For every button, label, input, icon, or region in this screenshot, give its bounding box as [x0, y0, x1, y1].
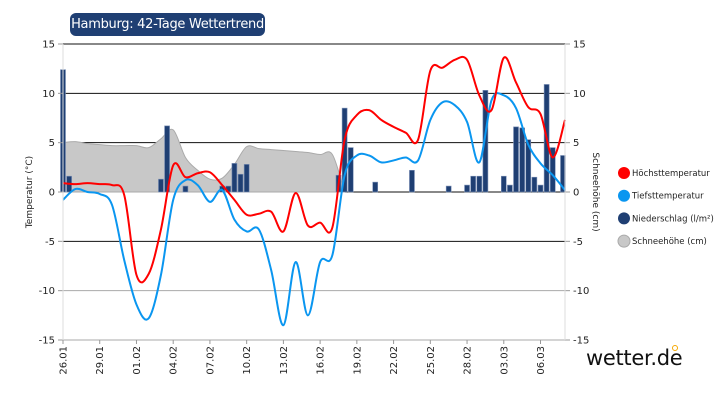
x-tick-label: 28.02: [463, 346, 474, 375]
precipitation-bar: [409, 169, 415, 193]
precipitation-bar: [500, 175, 507, 193]
precipitation-bar: [513, 126, 519, 193]
x-tick-label: 07.02: [205, 346, 216, 375]
right-tick-label: 10: [573, 89, 586, 100]
left-tick-label: -15: [39, 336, 55, 347]
left-tick-label: -10: [39, 286, 55, 297]
left-axis-title: Temperatur (°C): [25, 156, 35, 229]
axes: 15 15 10 10 5 5 0 0 -5 -5 -10 -10 -15 -15 26.01 29.01 01…: [39, 40, 590, 375]
precipitation-bar: [347, 147, 354, 193]
x-tick-label: 04.02: [169, 346, 180, 375]
wetter-de-logo: wetter.de: [586, 346, 683, 370]
right-tick-label: -15: [573, 336, 589, 347]
precipitation-bar: [372, 181, 379, 193]
precipitation-bar: [182, 185, 189, 193]
legend-marker-icon: [618, 167, 630, 179]
high-temperature-line: [62, 55, 566, 284]
precipitation-bar: [482, 90, 489, 193]
x-tick-label: 26.01: [59, 346, 70, 375]
precipitation-bar: [531, 176, 538, 193]
legend-marker-icon: [618, 189, 630, 202]
snow-area: [62, 128, 346, 193]
x-tick-label: 22.02: [389, 346, 400, 375]
precipitation-bar: [549, 147, 556, 193]
temperature-lines: [62, 55, 566, 327]
left-tick-label: 5: [49, 138, 55, 149]
x-tick-label: 13.02: [279, 346, 290, 375]
legend-marker-icon: [617, 234, 631, 248]
x-tick-label: 10.02: [242, 346, 253, 375]
legend-label: Schneehöhe (cm): [632, 237, 707, 247]
legend-label: Höchsttemperatur: [632, 169, 710, 179]
left-tick-label: 10: [42, 89, 55, 100]
precipitation-bar: [476, 175, 483, 193]
right-tick-label: -5: [573, 237, 583, 248]
x-tick-label: 01.02: [132, 346, 143, 375]
snow-depth-area: [62, 128, 346, 193]
precipitation-bar: [470, 175, 476, 193]
logo-sun-icon: [672, 345, 678, 351]
x-tick-label: 29.01: [95, 346, 106, 375]
legend-label: Niederschlag (l/m²): [632, 214, 714, 224]
x-tick-label: 06.03: [536, 346, 547, 375]
legend-label: Tiefsttemperatur: [631, 192, 704, 202]
x-tick-label: 25.02: [426, 346, 437, 375]
low-temperature-line: [62, 92, 566, 327]
precipitation-bar: [464, 184, 470, 193]
legend: Höchsttemperatur Tiefsttemperatur Niedersc…: [617, 167, 714, 248]
left-tick-label: 15: [42, 40, 55, 51]
precipitation-bar: [243, 164, 250, 193]
left-tick-label: -5: [45, 237, 55, 248]
precipitation-bar: [237, 173, 244, 193]
legend-marker-icon: [618, 212, 630, 225]
right-axis-title: Schneehöhe (cm): [590, 152, 600, 231]
precipitation-bar: [519, 127, 525, 193]
x-tick-label: 19.02: [352, 346, 363, 375]
right-tick-label: 5: [573, 138, 579, 149]
precipitation-bar: [537, 184, 544, 193]
right-tick-label: -10: [573, 286, 589, 297]
right-tick-label: 15: [573, 40, 586, 51]
x-tick-label: 16.02: [316, 346, 327, 375]
precipitation-bar: [525, 139, 532, 193]
chart-title: Hamburg: 42-Tage Wettertrend: [70, 13, 265, 36]
precipitation-bar: [507, 184, 513, 193]
precipitation-bar: [231, 163, 238, 193]
precipitation-bar: [445, 185, 452, 193]
right-tick-label: 0: [573, 188, 579, 199]
x-tick-label: 03.03: [499, 346, 510, 375]
left-tick-label: 0: [49, 188, 55, 199]
precipitation-bar: [158, 178, 164, 193]
